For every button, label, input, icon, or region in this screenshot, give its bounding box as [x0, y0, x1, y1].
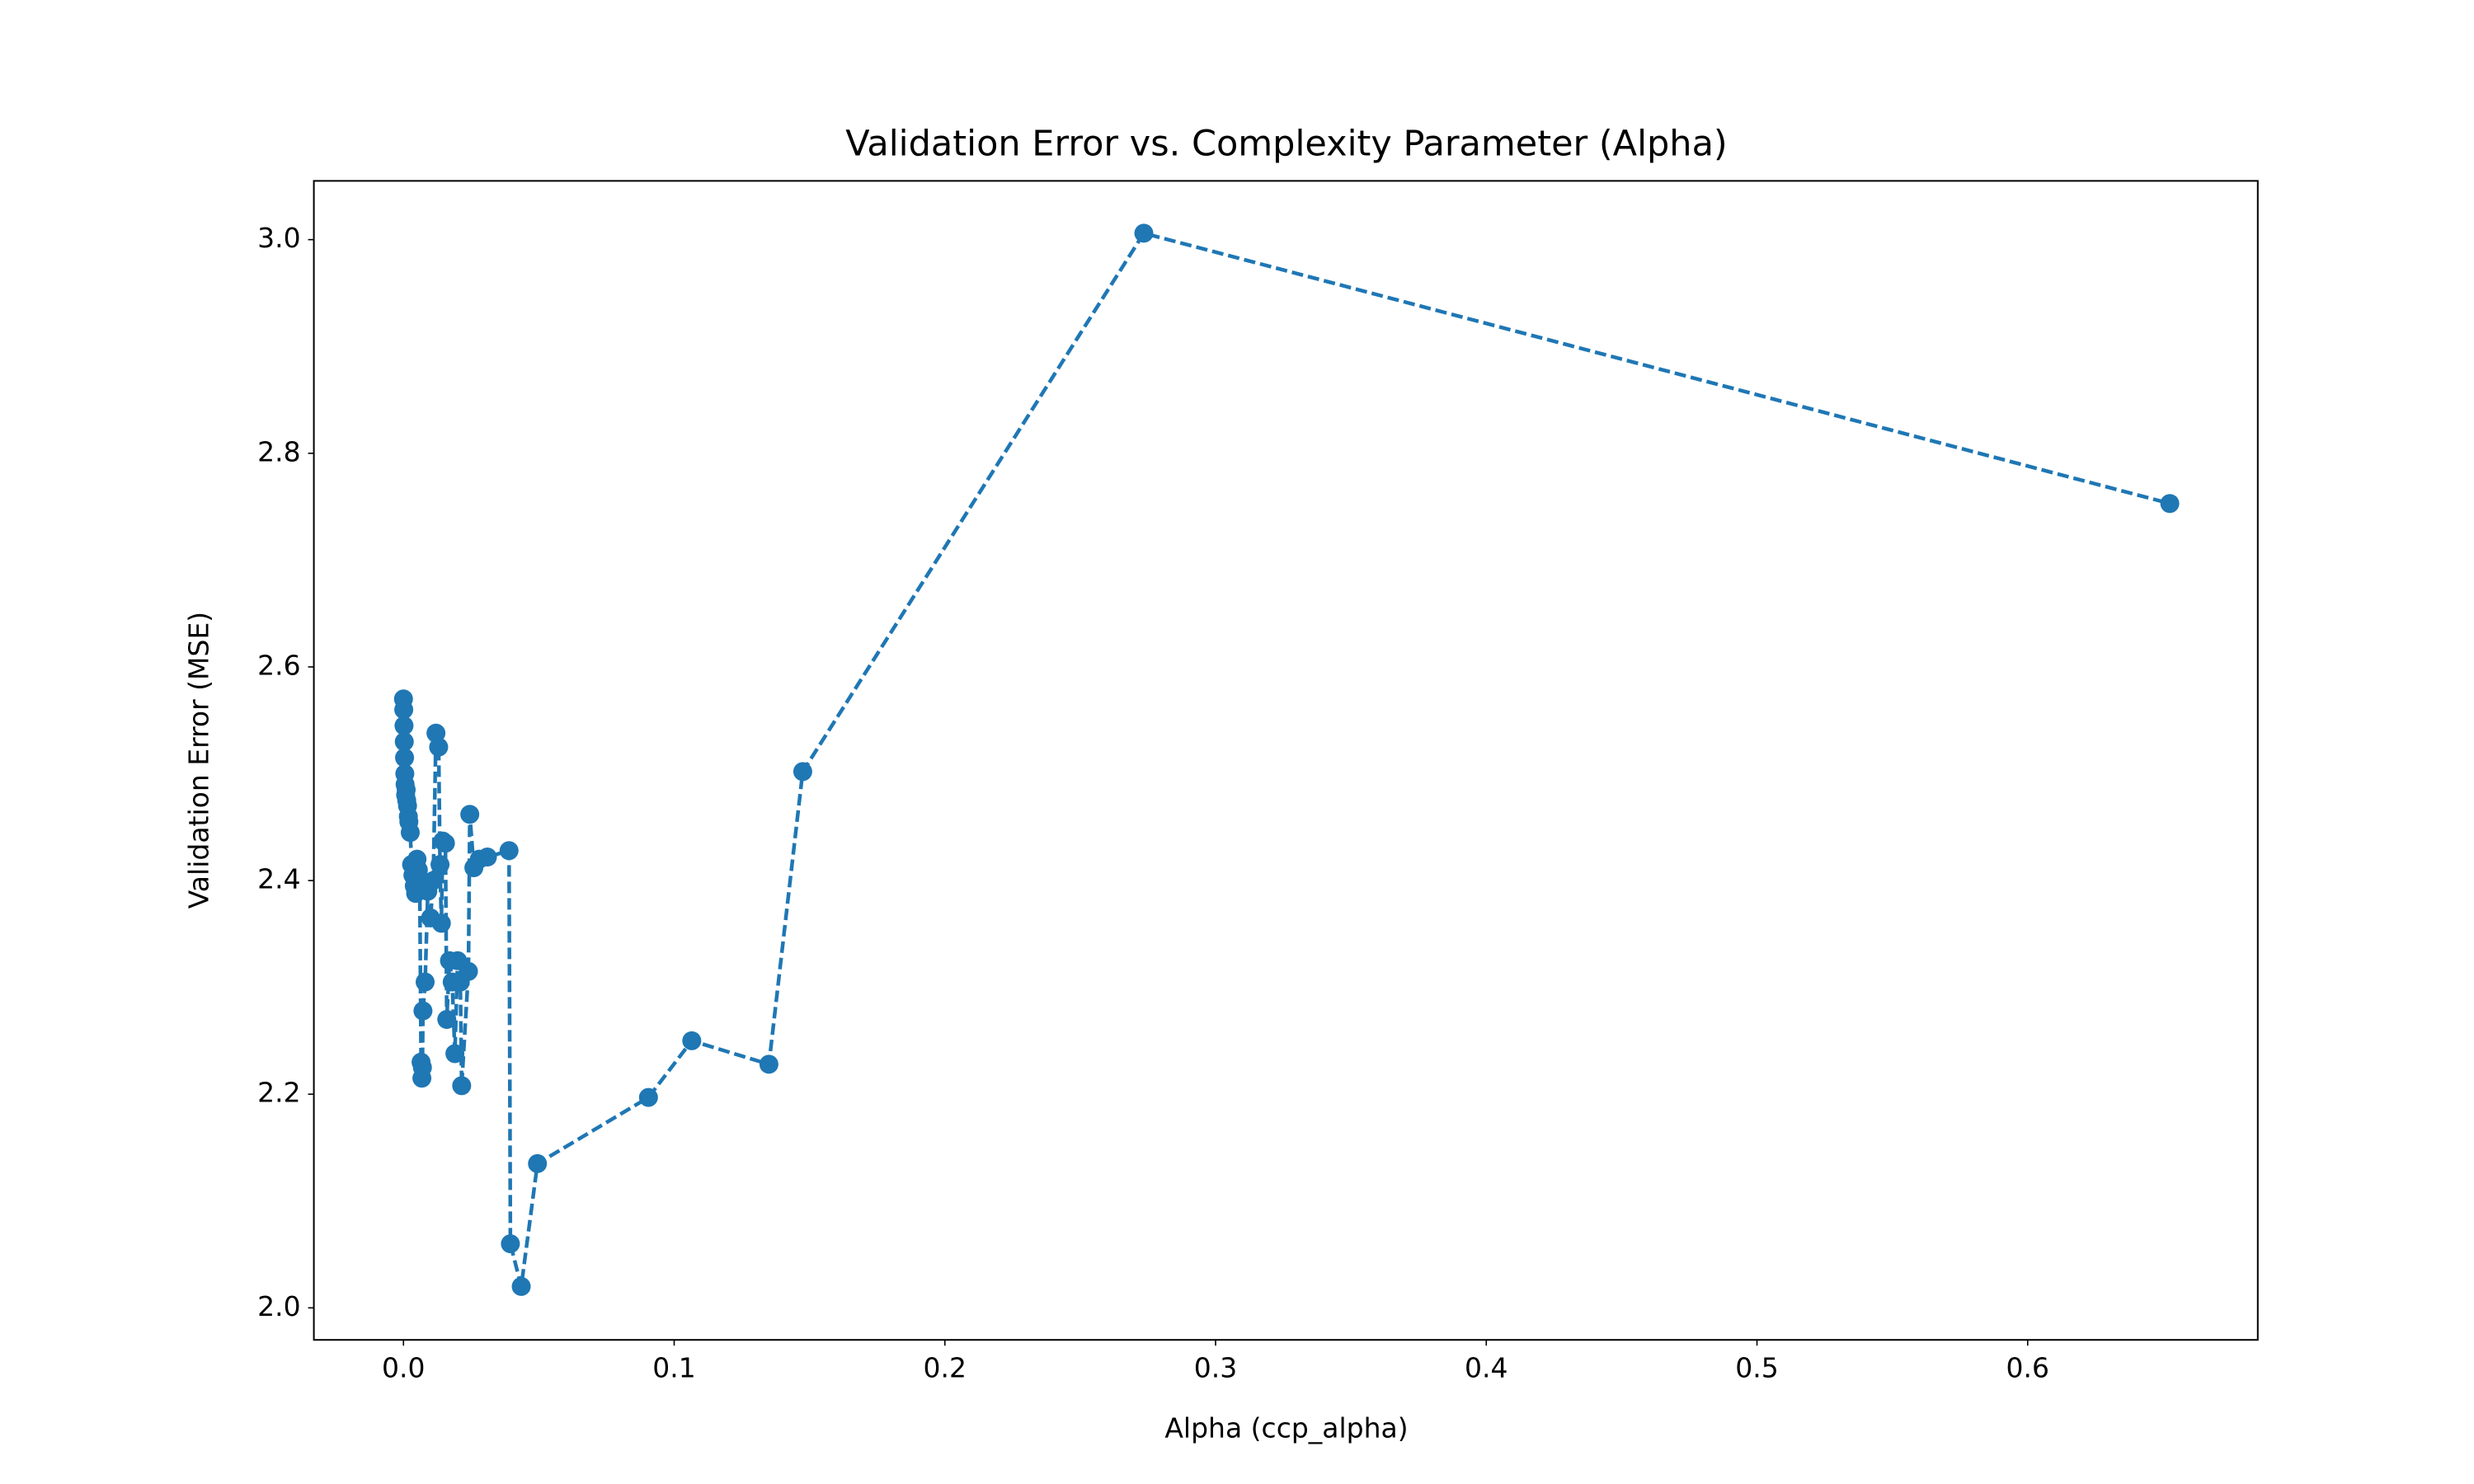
data-point	[638, 1087, 658, 1107]
data-point	[431, 913, 451, 933]
x-tick-label: 0.6	[2006, 1352, 2049, 1384]
data-point	[430, 855, 450, 875]
y-tick-label: 2.4	[257, 863, 300, 895]
data-point	[400, 823, 420, 843]
y-tick-label: 2.6	[257, 649, 300, 681]
data-point	[501, 1234, 520, 1254]
data-point	[416, 972, 435, 992]
data-point	[682, 1031, 702, 1050]
x-axis-label: Alpha (ccp_alpha)	[1164, 1412, 1408, 1444]
plot-frame	[313, 180, 2259, 1341]
data-point	[477, 848, 497, 867]
data-point	[412, 1058, 432, 1078]
data-point	[528, 1153, 548, 1173]
data-point	[423, 871, 443, 890]
y-tick-label: 3.0	[257, 222, 300, 254]
y-tick-label: 2.0	[257, 1290, 300, 1322]
x-tick-label: 0.4	[1465, 1352, 1507, 1384]
x-tick-label: 0.0	[382, 1352, 425, 1384]
x-tick-label: 0.1	[652, 1352, 695, 1384]
y-tick-label: 2.8	[257, 435, 300, 467]
data-point	[413, 1001, 433, 1021]
data-point	[452, 1076, 472, 1096]
data-point	[459, 961, 478, 981]
data-point	[793, 762, 812, 782]
y-tick-label: 2.2	[257, 1077, 300, 1109]
data-point	[759, 1054, 778, 1074]
chart-title: Validation Error vs. Complexity Paramete…	[845, 124, 1727, 165]
data-point	[460, 805, 480, 824]
x-tick-label: 0.3	[1194, 1352, 1237, 1384]
x-tick-label: 0.5	[1735, 1352, 1778, 1384]
y-axis-label: Validation Error (MSE)	[183, 612, 215, 909]
data-point	[511, 1276, 531, 1296]
data-point	[1134, 223, 1154, 243]
data-point	[429, 737, 449, 757]
data-point	[394, 732, 414, 752]
data-point	[445, 1044, 465, 1064]
data-point	[437, 1009, 457, 1029]
data-point	[394, 700, 414, 720]
data-point	[435, 834, 455, 853]
data-point	[2160, 494, 2180, 514]
data-point	[395, 748, 415, 768]
data-point	[499, 841, 519, 861]
x-tick-label: 0.2	[924, 1352, 967, 1384]
data-point	[394, 716, 414, 735]
